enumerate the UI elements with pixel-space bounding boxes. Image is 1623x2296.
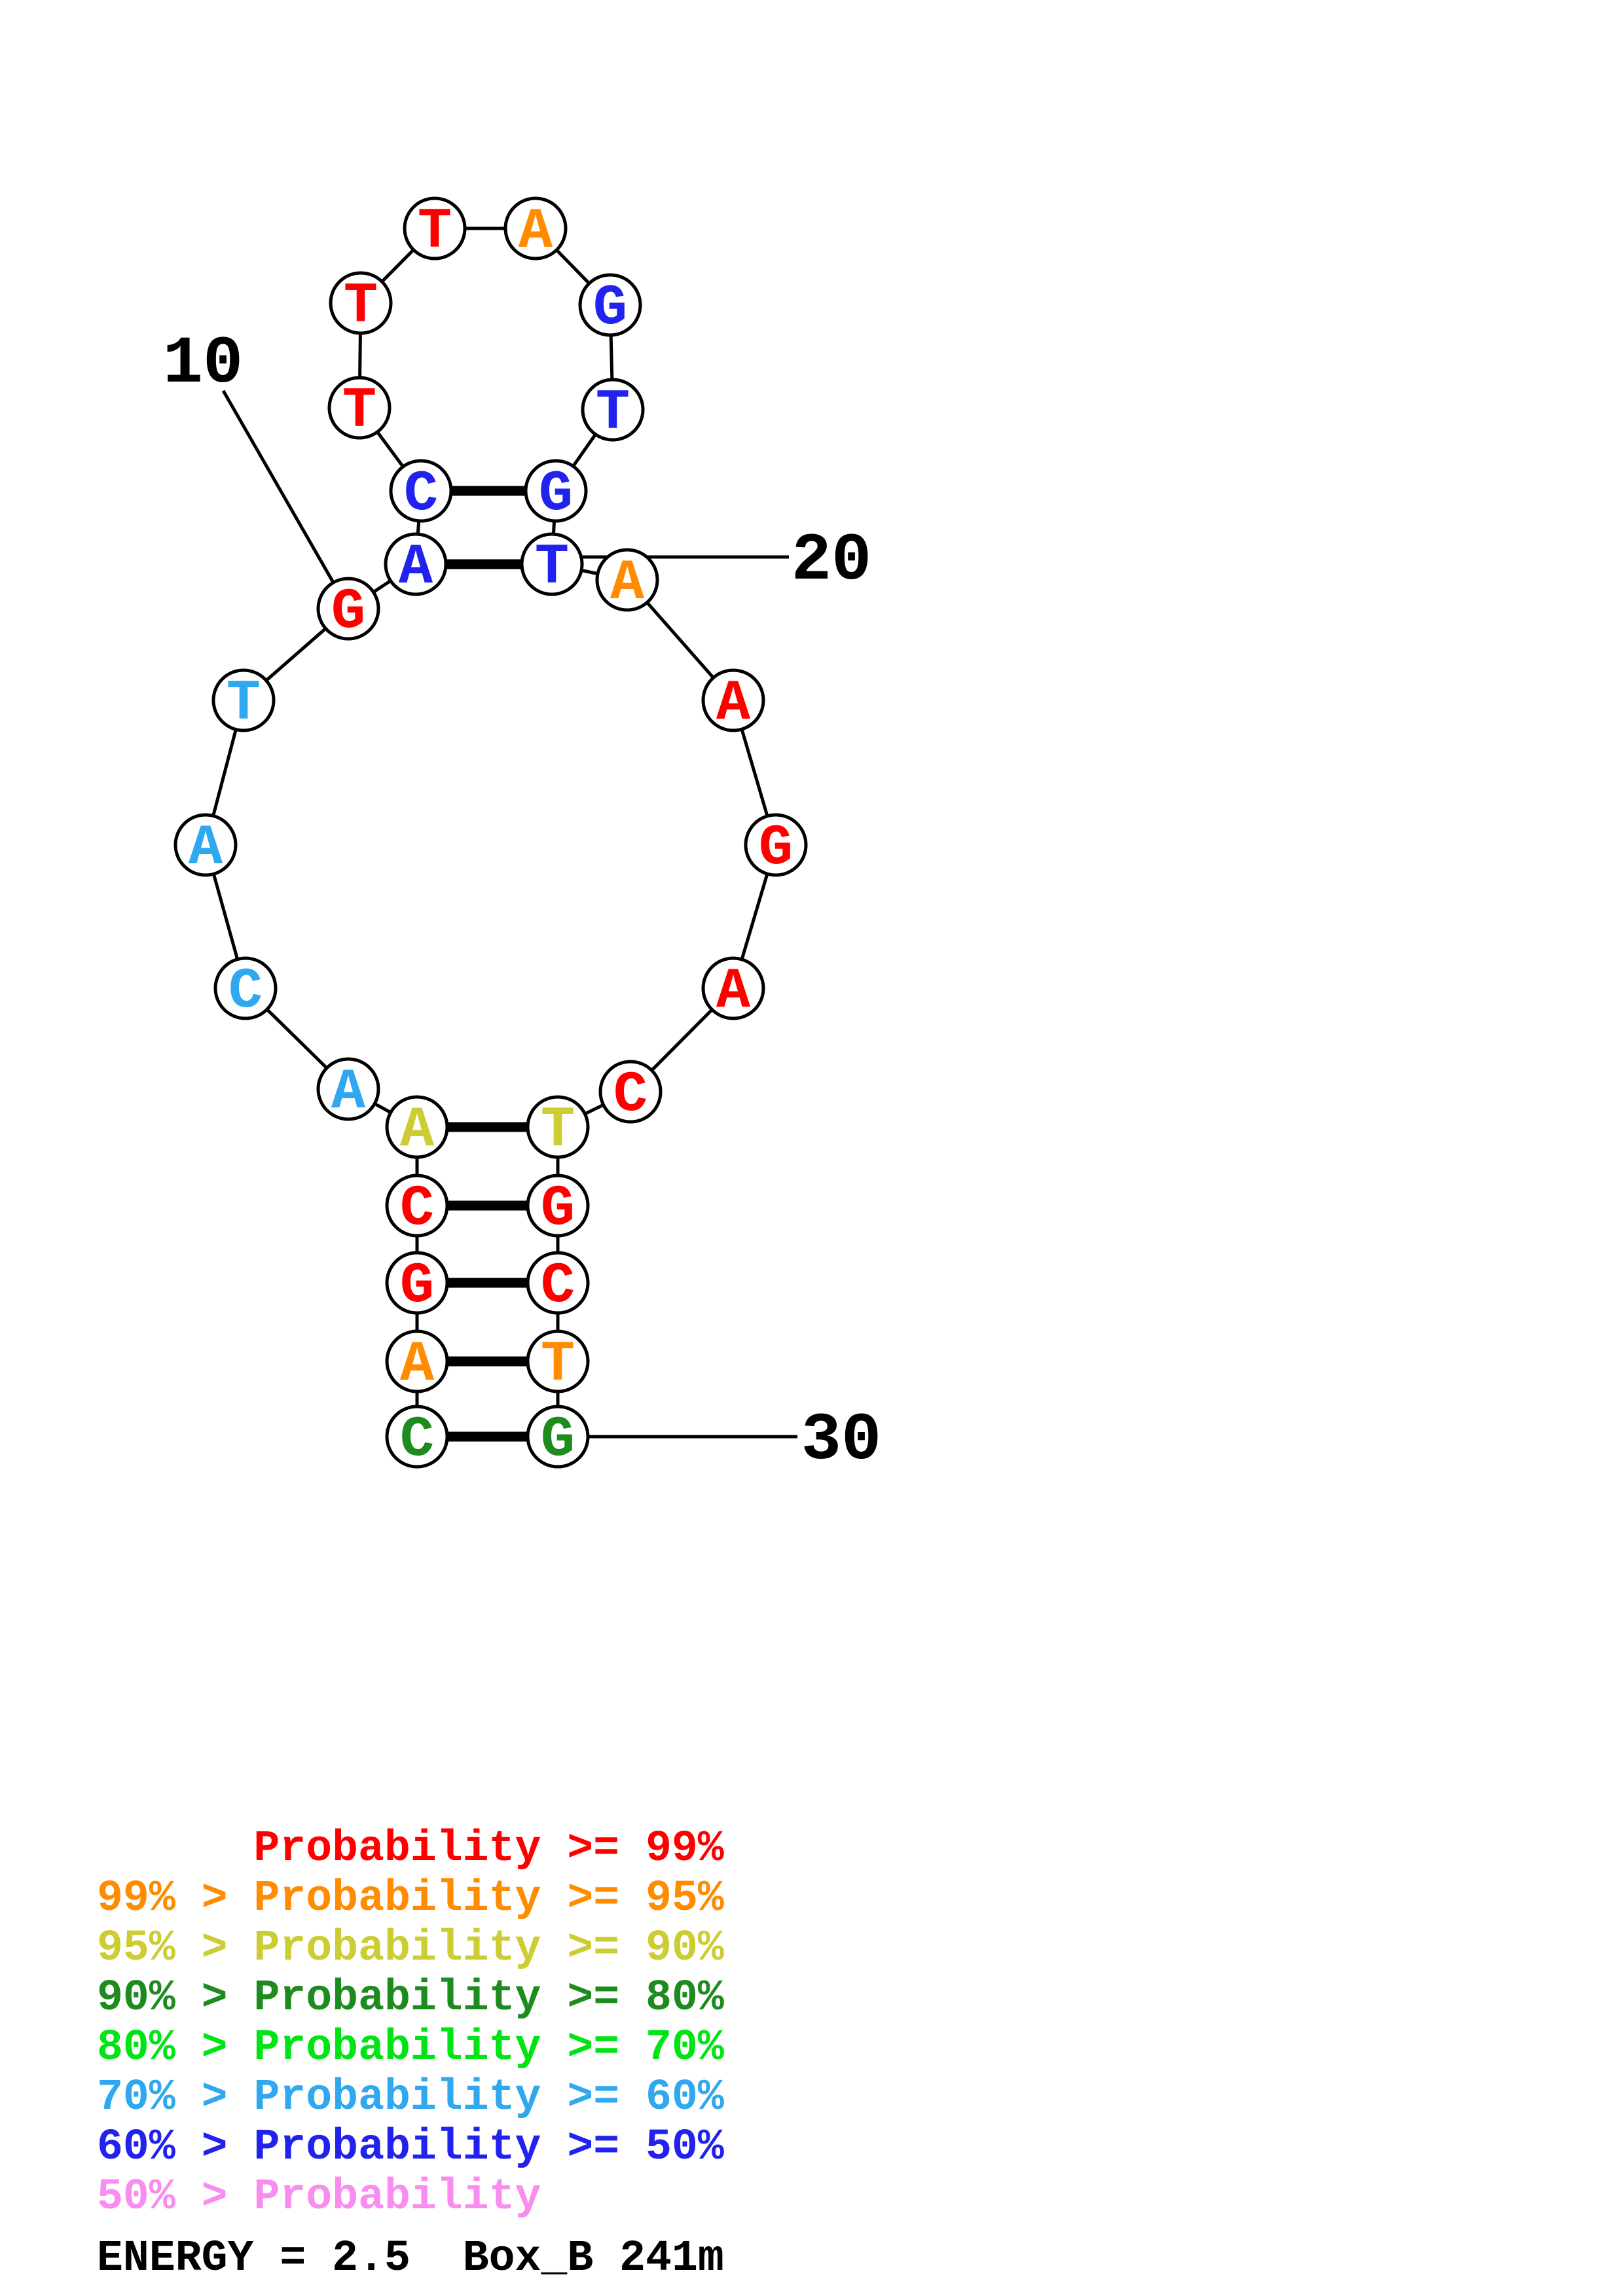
nucleotide-node bbox=[384, 532, 448, 596]
nucleotide-letter: G bbox=[539, 463, 573, 527]
nucleotide-letter: T bbox=[535, 536, 569, 600]
nucleotide-node bbox=[329, 271, 393, 335]
nucleotide-node bbox=[385, 1095, 449, 1159]
nucleotide-node bbox=[526, 1329, 590, 1393]
nucleotide-letter: T bbox=[541, 1333, 575, 1397]
nucleotide-node bbox=[503, 196, 568, 260]
nucleotide-letter: G bbox=[331, 581, 365, 645]
nucleotide-node bbox=[701, 668, 765, 732]
nucleotide-letter: C bbox=[541, 1255, 575, 1319]
nucleotide-letter: C bbox=[404, 463, 438, 527]
nucleotide-letter: A bbox=[399, 536, 433, 600]
nucleotide-letter: G bbox=[400, 1255, 434, 1319]
nucleotide-node bbox=[316, 1057, 380, 1121]
nucleotide-node bbox=[598, 1060, 663, 1124]
nucleotide-letter: A bbox=[716, 960, 751, 1024]
nucleotide-letter: A bbox=[519, 200, 553, 264]
nucleotide-node bbox=[213, 956, 278, 1020]
nucleotide-node bbox=[520, 532, 584, 596]
nucleotide-letter: C bbox=[613, 1064, 647, 1128]
probability-legend: Probability >= 99%99% > Probability >= 9… bbox=[97, 1824, 724, 2221]
nucleotide-node bbox=[211, 668, 276, 732]
backbone-links bbox=[204, 226, 778, 1437]
position-labels: 10 20 30 bbox=[163, 326, 881, 1479]
legend-row: Probability >= 99% bbox=[253, 1824, 723, 1873]
position-label: 20 bbox=[792, 523, 871, 599]
legend-row: 60% > Probability >= 50% bbox=[97, 2123, 724, 2172]
legend-row: 90% > Probability >= 80% bbox=[97, 1973, 724, 2022]
position-label-line bbox=[221, 389, 350, 610]
legend-row: 50% > Probability bbox=[97, 2172, 541, 2221]
nucleotide-circles bbox=[173, 196, 808, 1469]
nucleotide-node bbox=[526, 1174, 590, 1238]
nucleotide-letter: T bbox=[342, 380, 376, 444]
nucleotide-letter: T bbox=[541, 1099, 575, 1163]
nucleotide-node bbox=[403, 196, 467, 260]
nucleotide-node bbox=[327, 376, 392, 440]
nucleotide-node bbox=[385, 1405, 449, 1469]
nucleotide-letter: C bbox=[400, 1408, 434, 1473]
nucleotide-node bbox=[385, 1251, 449, 1315]
nucleotide-letter: C bbox=[228, 960, 263, 1024]
nucleotide-letter: A bbox=[331, 1061, 366, 1125]
nucleotide-node bbox=[744, 813, 808, 877]
legend-row: 80% > Probability >= 70% bbox=[97, 2023, 724, 2072]
legend-row: 99% > Probability >= 95% bbox=[97, 1874, 724, 1923]
nucleotide-letter: T bbox=[344, 275, 378, 339]
nucleotide-node bbox=[526, 1405, 590, 1469]
position-label: 10 bbox=[163, 326, 243, 402]
nucleotide-node bbox=[595, 548, 659, 612]
nucleotide-letter: G bbox=[541, 1177, 575, 1242]
nucleotide-node bbox=[173, 813, 238, 877]
nucleotide-node bbox=[316, 577, 380, 641]
nucleotide-letter: G bbox=[541, 1408, 575, 1473]
nucleotide-letter: G bbox=[593, 277, 627, 341]
nucleotide-letter: G bbox=[759, 817, 793, 881]
nucleotide-letter: A bbox=[610, 552, 645, 616]
legend-row: 95% > Probability >= 90% bbox=[97, 1924, 724, 1973]
nucleotide-node bbox=[701, 956, 765, 1020]
nucleotide-node bbox=[526, 1095, 590, 1159]
nucleotide-node bbox=[524, 459, 588, 523]
nucleotide-node bbox=[385, 1329, 449, 1393]
nucleotide-letter: A bbox=[716, 672, 751, 736]
nucleotide-letter: C bbox=[400, 1177, 434, 1242]
nucleotide-letter: A bbox=[400, 1099, 435, 1163]
energy-line: ENERGY = 2.5 Box_B 241m bbox=[97, 2234, 724, 2283]
nucleotide-node bbox=[385, 1174, 449, 1238]
nucleotide-letter: A bbox=[400, 1333, 435, 1397]
nucleotide-node bbox=[526, 1251, 590, 1315]
nucleotide-letter: T bbox=[596, 382, 630, 446]
legend-row: 70% > Probability >= 60% bbox=[97, 2073, 724, 2122]
nucleotide-letter: T bbox=[418, 200, 452, 264]
nucleotide-node bbox=[581, 378, 645, 442]
nucleotide-letter: T bbox=[227, 672, 261, 736]
nucleotide-node bbox=[389, 459, 453, 523]
nucleotide-letter: A bbox=[189, 817, 223, 881]
position-label: 30 bbox=[801, 1403, 881, 1479]
nucleotide-node bbox=[578, 273, 642, 337]
position-label-lines bbox=[221, 389, 797, 1439]
